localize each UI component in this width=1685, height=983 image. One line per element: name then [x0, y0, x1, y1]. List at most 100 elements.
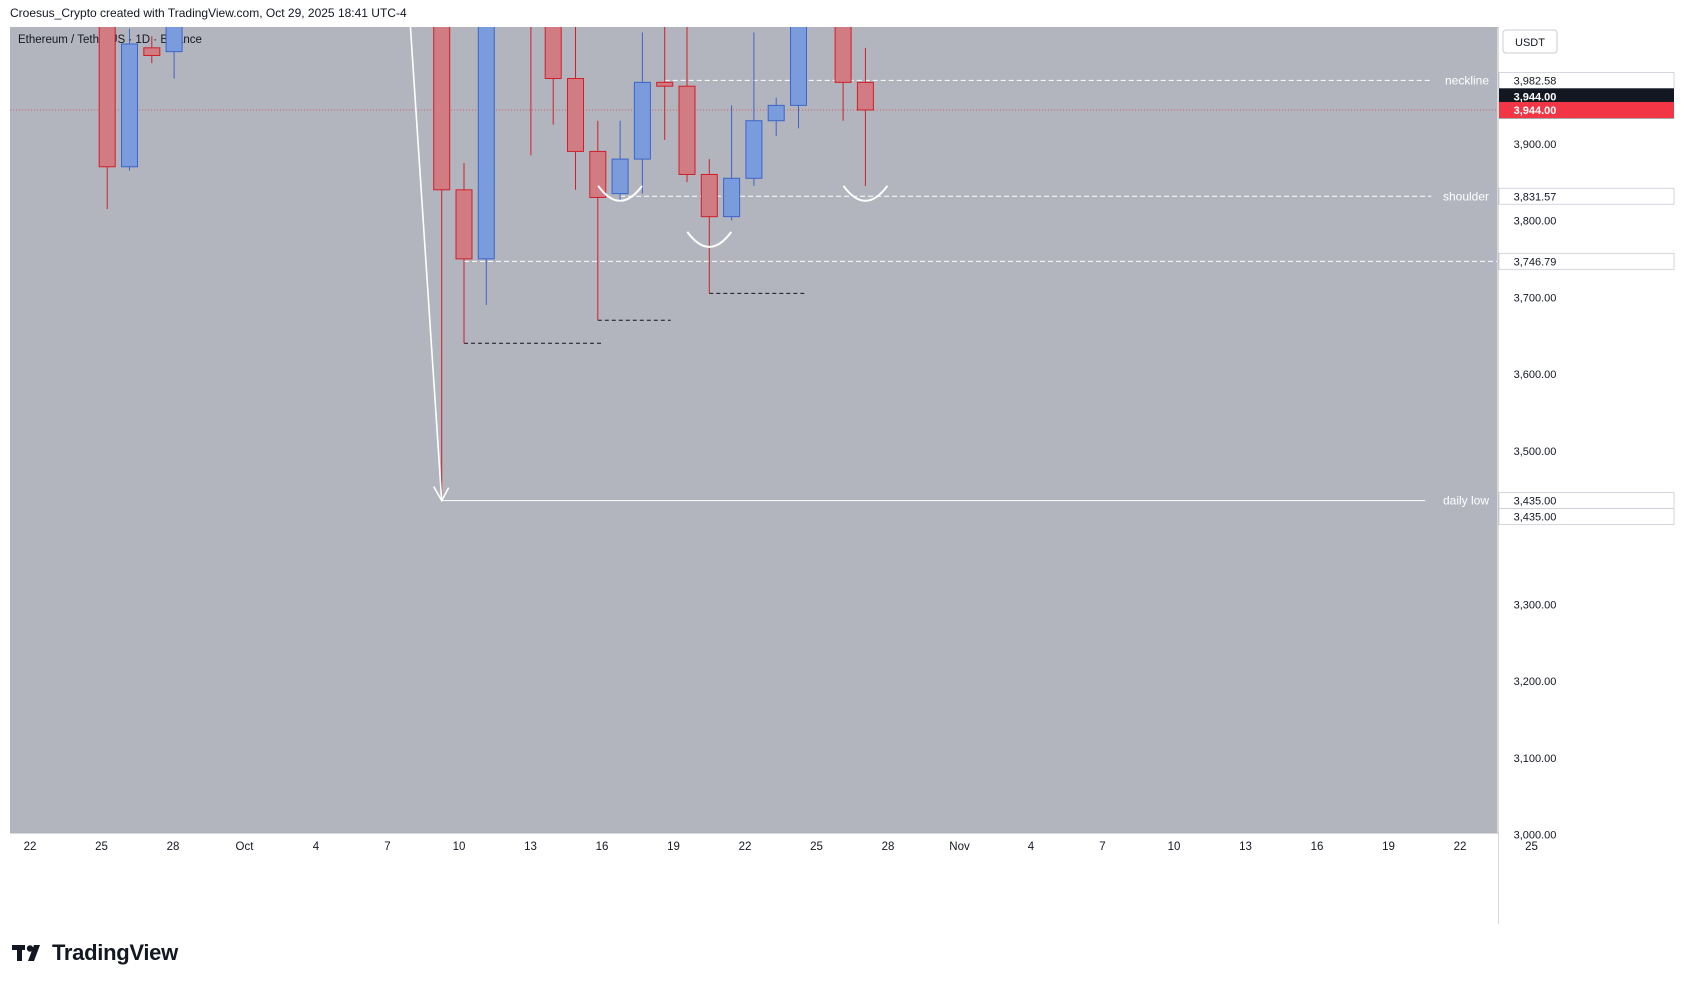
y-tick-label: 3,500.00: [1514, 446, 1557, 458]
candle-body: [633, 81, 651, 160]
level-price-label: 3,831.57: [1498, 187, 1675, 205]
tradingview-brand[interactable]: TradingView: [12, 940, 178, 966]
candle: [477, 27, 495, 305]
price-label-text: 3,746.79: [1514, 256, 1557, 268]
candle: [98, 27, 116, 209]
candle: [856, 47, 874, 186]
candle-body: [455, 189, 473, 260]
y-tick-label: 3,700.00: [1514, 292, 1557, 304]
candle: [656, 27, 674, 140]
dark-price-text: 3,944.00: [1514, 91, 1557, 103]
tradingview-logo-icon: [12, 945, 40, 961]
x-tick-label: 22: [1454, 841, 1467, 853]
candle: [455, 162, 473, 344]
current-price-box: [1499, 101, 1674, 118]
level-text: daily low: [1443, 494, 1489, 508]
time-axis-background: [10, 833, 1498, 924]
x-tick-label: Nov: [949, 841, 970, 853]
candle-body: [656, 81, 674, 87]
price-label-text: 3,435.00: [1514, 496, 1557, 508]
candle: [723, 105, 741, 221]
x-tick-label: 10: [453, 841, 466, 853]
candle-body: [856, 81, 874, 111]
candle: [544, 27, 562, 125]
level-text: shoulder: [1443, 189, 1489, 203]
level-text: neckline: [1445, 73, 1489, 87]
price-axis-background: [1498, 27, 1677, 924]
level-neckline: neckline: [664, 73, 1489, 87]
y-tick-label: 3,900.00: [1514, 139, 1557, 151]
price-label-box: [1498, 252, 1675, 270]
candles: [98, 27, 874, 501]
candle-body: [678, 85, 696, 175]
candle-body: [700, 173, 718, 218]
x-tick-label: 25: [95, 841, 108, 853]
current-price-text: 3,944.00: [1514, 105, 1557, 117]
candle: [121, 28, 138, 171]
drop-arrow-head: [433, 486, 450, 503]
y-tick-label: 3,300.00: [1514, 599, 1557, 611]
level-price-label: 3,746.79: [1498, 252, 1675, 270]
candle: [611, 120, 629, 202]
candle-body: [589, 150, 607, 198]
currency-label: USDT: [1515, 37, 1545, 49]
x-tick-label: 22: [739, 841, 752, 853]
candlestick-chart[interactable]: Ethereum / TetherUS · 1D · Binancedaily …: [10, 27, 1677, 924]
candle: [165, 27, 183, 79]
x-tick-label: 19: [1382, 841, 1395, 853]
drop-arrow-shaft: [409, 27, 443, 501]
left-shoulder-arc: [597, 185, 643, 202]
level-price-label: 3,435.00: [1498, 492, 1675, 510]
x-tick-label: 25: [810, 841, 823, 853]
x-tick-label: 16: [1311, 841, 1324, 853]
candle: [633, 32, 651, 194]
level-daily-low: daily low: [441, 494, 1489, 508]
extra-price-label: 3,435.00: [1498, 508, 1675, 526]
y-tick-label: 3,600.00: [1514, 369, 1557, 381]
attribution-text: Croesus_Crypto created with TradingView.…: [10, 6, 407, 20]
x-tick-label: 4: [313, 841, 320, 853]
candle-body: [165, 27, 183, 53]
candle-body: [767, 104, 785, 122]
y-tick-label: 3,200.00: [1514, 676, 1557, 688]
candle-body: [790, 27, 807, 106]
x-tick-label: 19: [667, 841, 680, 853]
x-tick-label: 28: [882, 841, 895, 853]
candle: [834, 27, 852, 121]
x-tick-label: Oct: [236, 841, 255, 853]
current-price-label: 3,944.00: [1499, 101, 1674, 118]
candle: [143, 36, 161, 64]
price-label-text: 3,831.57: [1514, 191, 1557, 203]
candle-body: [745, 120, 763, 179]
candle-body: [544, 27, 562, 80]
x-tick-label: 22: [24, 841, 37, 853]
candle-body: [567, 78, 584, 152]
candle-body: [477, 27, 495, 260]
candle: [790, 27, 807, 129]
candle: [700, 159, 718, 294]
x-tick-label: 16: [596, 841, 609, 853]
y-tick-label: 3,800.00: [1514, 216, 1557, 228]
currency-button[interactable]: USDT: [1502, 29, 1558, 54]
x-tick-label: 10: [1168, 841, 1181, 853]
price-label-text: 3,435.00: [1514, 512, 1557, 524]
level-shoulder: shoulder: [620, 189, 1489, 203]
candle-body: [121, 43, 138, 168]
tradingview-brand-name: TradingView: [52, 940, 178, 965]
candle-body: [143, 47, 161, 56]
candle: [767, 97, 785, 137]
y-tick-label: 3,000.00: [1514, 830, 1557, 842]
x-tick-label: 28: [167, 841, 180, 853]
candle: [567, 27, 584, 190]
right-shoulder-arc: [842, 185, 889, 202]
x-tick-label: 13: [1239, 841, 1252, 853]
x-tick-label: 7: [1099, 841, 1105, 853]
candle: [678, 27, 696, 183]
x-tick-label: 4: [1028, 841, 1035, 853]
x-tick-label: 7: [384, 841, 390, 853]
y-tick-label: 3,100.00: [1514, 753, 1557, 765]
price-label-box: [1498, 187, 1675, 205]
candle-body: [98, 27, 116, 168]
head-arc: [686, 231, 733, 248]
x-tick-label: 13: [524, 841, 537, 853]
